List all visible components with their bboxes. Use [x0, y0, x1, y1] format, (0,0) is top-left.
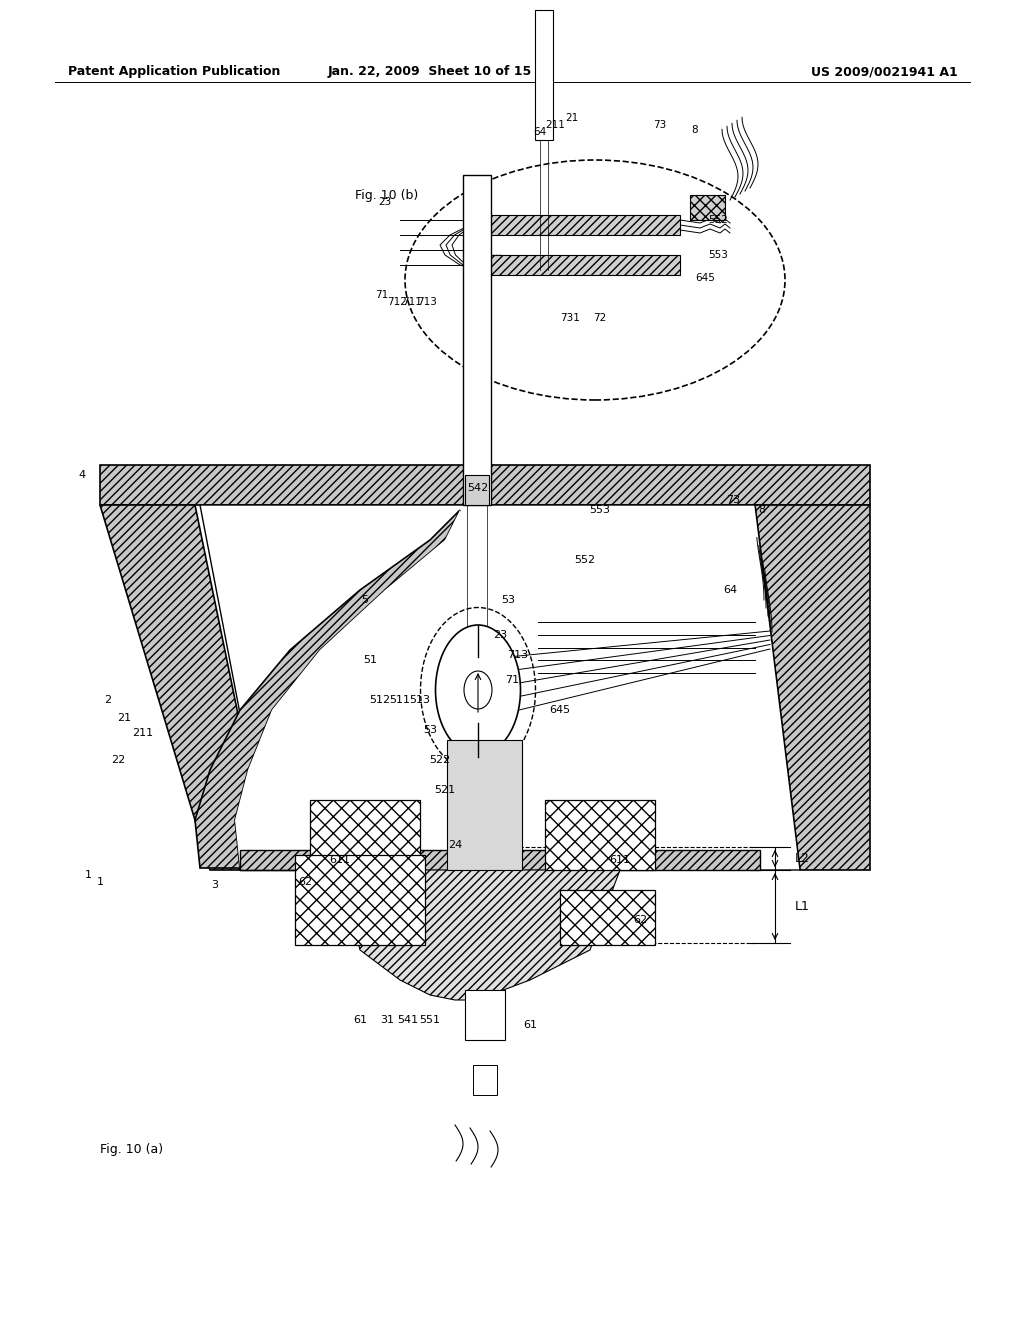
- Text: Fig. 10 (a): Fig. 10 (a): [100, 1143, 163, 1156]
- Text: 541: 541: [397, 1015, 419, 1026]
- Text: 611: 611: [330, 855, 350, 865]
- Text: 62: 62: [298, 876, 312, 887]
- Text: 713: 713: [417, 297, 437, 308]
- Text: 511: 511: [389, 696, 411, 705]
- Polygon shape: [340, 870, 620, 1001]
- Text: 211: 211: [132, 729, 154, 738]
- Bar: [560, 890, 655, 945]
- Text: 61: 61: [523, 1020, 537, 1030]
- Bar: [447, 741, 522, 870]
- Text: US 2009/0021941 A1: US 2009/0021941 A1: [811, 66, 958, 78]
- Text: 71: 71: [505, 675, 519, 685]
- Text: 551: 551: [420, 1015, 440, 1026]
- Text: 731: 731: [560, 313, 580, 323]
- Text: 64: 64: [723, 585, 737, 595]
- Text: 23: 23: [379, 197, 391, 207]
- Text: 2: 2: [104, 696, 112, 705]
- Text: L2: L2: [795, 851, 810, 865]
- Text: 21: 21: [565, 114, 579, 123]
- Text: 53: 53: [501, 595, 515, 605]
- Text: 22: 22: [111, 755, 125, 766]
- Text: 4: 4: [79, 470, 86, 480]
- Bar: [310, 800, 420, 870]
- Text: 53: 53: [423, 725, 437, 735]
- Bar: [463, 176, 490, 506]
- Text: 712: 712: [387, 297, 407, 308]
- Bar: [240, 850, 760, 870]
- Text: 552: 552: [574, 554, 596, 565]
- Bar: [535, 11, 553, 140]
- Text: 73: 73: [726, 495, 740, 506]
- Polygon shape: [100, 465, 870, 506]
- Ellipse shape: [435, 624, 520, 755]
- Text: 64: 64: [534, 127, 547, 137]
- Text: 552: 552: [708, 215, 728, 224]
- Bar: [295, 855, 425, 945]
- Text: 71: 71: [376, 290, 389, 300]
- Text: Jan. 22, 2009  Sheet 10 of 15: Jan. 22, 2009 Sheet 10 of 15: [328, 66, 532, 78]
- Text: 522: 522: [429, 755, 451, 766]
- Text: 62: 62: [633, 915, 647, 925]
- Text: 1: 1: [96, 876, 103, 887]
- Text: 645: 645: [695, 273, 715, 282]
- Text: 713: 713: [508, 649, 528, 660]
- Text: 5: 5: [361, 595, 369, 605]
- Text: 8: 8: [691, 125, 698, 135]
- Polygon shape: [490, 255, 680, 275]
- Text: 553: 553: [590, 506, 610, 515]
- Text: 611: 611: [609, 855, 631, 865]
- Text: 3: 3: [212, 880, 218, 890]
- Text: 73: 73: [653, 120, 667, 129]
- Text: Fig. 10 (b): Fig. 10 (b): [355, 189, 418, 202]
- Text: 72: 72: [593, 313, 606, 323]
- Text: 542: 542: [467, 483, 488, 492]
- Text: 24: 24: [447, 840, 462, 850]
- Text: 513: 513: [410, 696, 430, 705]
- Text: 51: 51: [362, 655, 377, 665]
- Polygon shape: [100, 506, 270, 870]
- Text: 211: 211: [545, 120, 565, 129]
- Ellipse shape: [406, 160, 785, 400]
- Text: 711: 711: [402, 297, 422, 308]
- Text: 1: 1: [85, 870, 91, 880]
- Text: 61: 61: [353, 1015, 367, 1026]
- Bar: [545, 800, 655, 870]
- Text: 512: 512: [370, 696, 390, 705]
- Text: 521: 521: [434, 785, 456, 795]
- Text: Patent Application Publication: Patent Application Publication: [68, 66, 281, 78]
- Bar: [465, 990, 505, 1040]
- Polygon shape: [200, 506, 800, 870]
- Bar: [690, 195, 725, 220]
- Text: 553: 553: [708, 249, 728, 260]
- Polygon shape: [490, 215, 680, 235]
- Polygon shape: [755, 506, 870, 870]
- Text: 31: 31: [380, 1015, 394, 1026]
- Ellipse shape: [464, 671, 492, 709]
- Polygon shape: [234, 506, 460, 869]
- Text: 8: 8: [759, 506, 766, 515]
- Polygon shape: [195, 510, 460, 869]
- Text: L1: L1: [795, 899, 810, 912]
- Text: 21: 21: [117, 713, 131, 723]
- Text: 645: 645: [550, 705, 570, 715]
- Bar: [473, 1065, 497, 1096]
- Text: 23: 23: [493, 630, 507, 640]
- Bar: [465, 475, 489, 506]
